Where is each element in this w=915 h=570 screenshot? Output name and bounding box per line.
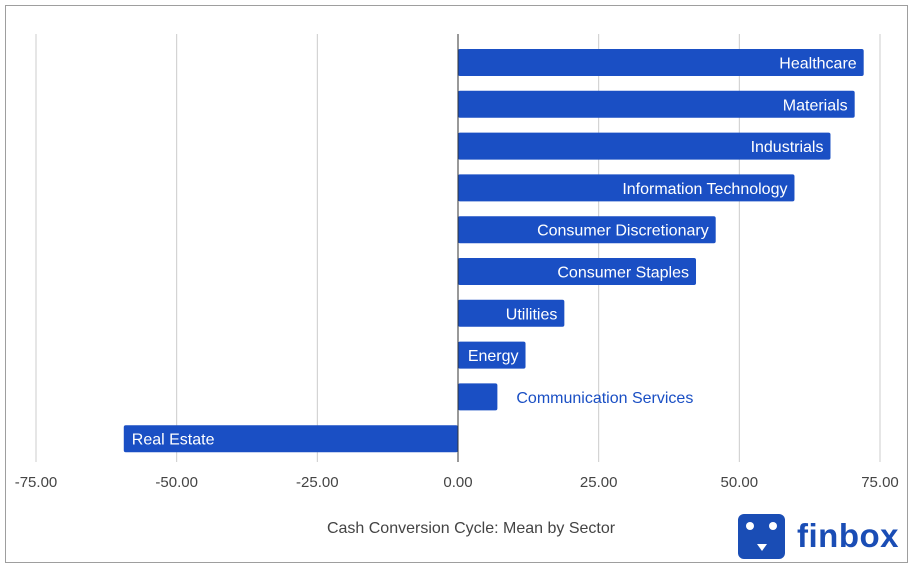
x-tick-label: 75.00 (861, 474, 899, 491)
bar (458, 90, 855, 118)
bar (458, 258, 697, 285)
x-tick-label: -50.00 (155, 474, 198, 491)
x-tick-label: 25.00 (580, 474, 618, 491)
bar-chart: -75.00 -50.00 -25.00 0.00 25.00 50.00 75.00 Hea… (15, 34, 899, 537)
bar-label: Consumer Staples (557, 265, 689, 282)
chart-frame: -75.00 -50.00 -25.00 0.00 25.00 50.00 75.00 Hea… (5, 5, 908, 563)
bar (458, 49, 864, 76)
bar (458, 341, 526, 369)
brand-name: finbox (797, 517, 899, 554)
bar-label: Consumer Discretionary (537, 223, 709, 240)
bar-label: Materials (783, 97, 848, 114)
bar (123, 425, 458, 453)
x-tick-label: 50.00 (721, 474, 759, 491)
axis-title: Cash Conversion Cycle: Mean by Sector (327, 520, 616, 537)
bar-label: Real Estate (132, 432, 215, 449)
bar (458, 383, 498, 411)
bar (458, 216, 716, 244)
x-tick-label: 0.00 (443, 474, 472, 491)
bar-label: Information Technology (622, 181, 787, 198)
bar-label: Healthcare (779, 56, 856, 73)
bar (458, 299, 565, 327)
finbox-logo: finbox (737, 512, 899, 560)
bar-label: Communication Services (516, 390, 693, 407)
x-tick-label: -75.00 (15, 474, 58, 491)
x-tick-label: -25.00 (296, 474, 339, 491)
bar-label: Energy (468, 348, 519, 365)
finbox-robot-icon (737, 513, 786, 560)
bar-label: Industrials (751, 139, 824, 156)
bar (458, 174, 795, 202)
bar-label: Utilities (506, 306, 558, 323)
bar (458, 132, 831, 160)
